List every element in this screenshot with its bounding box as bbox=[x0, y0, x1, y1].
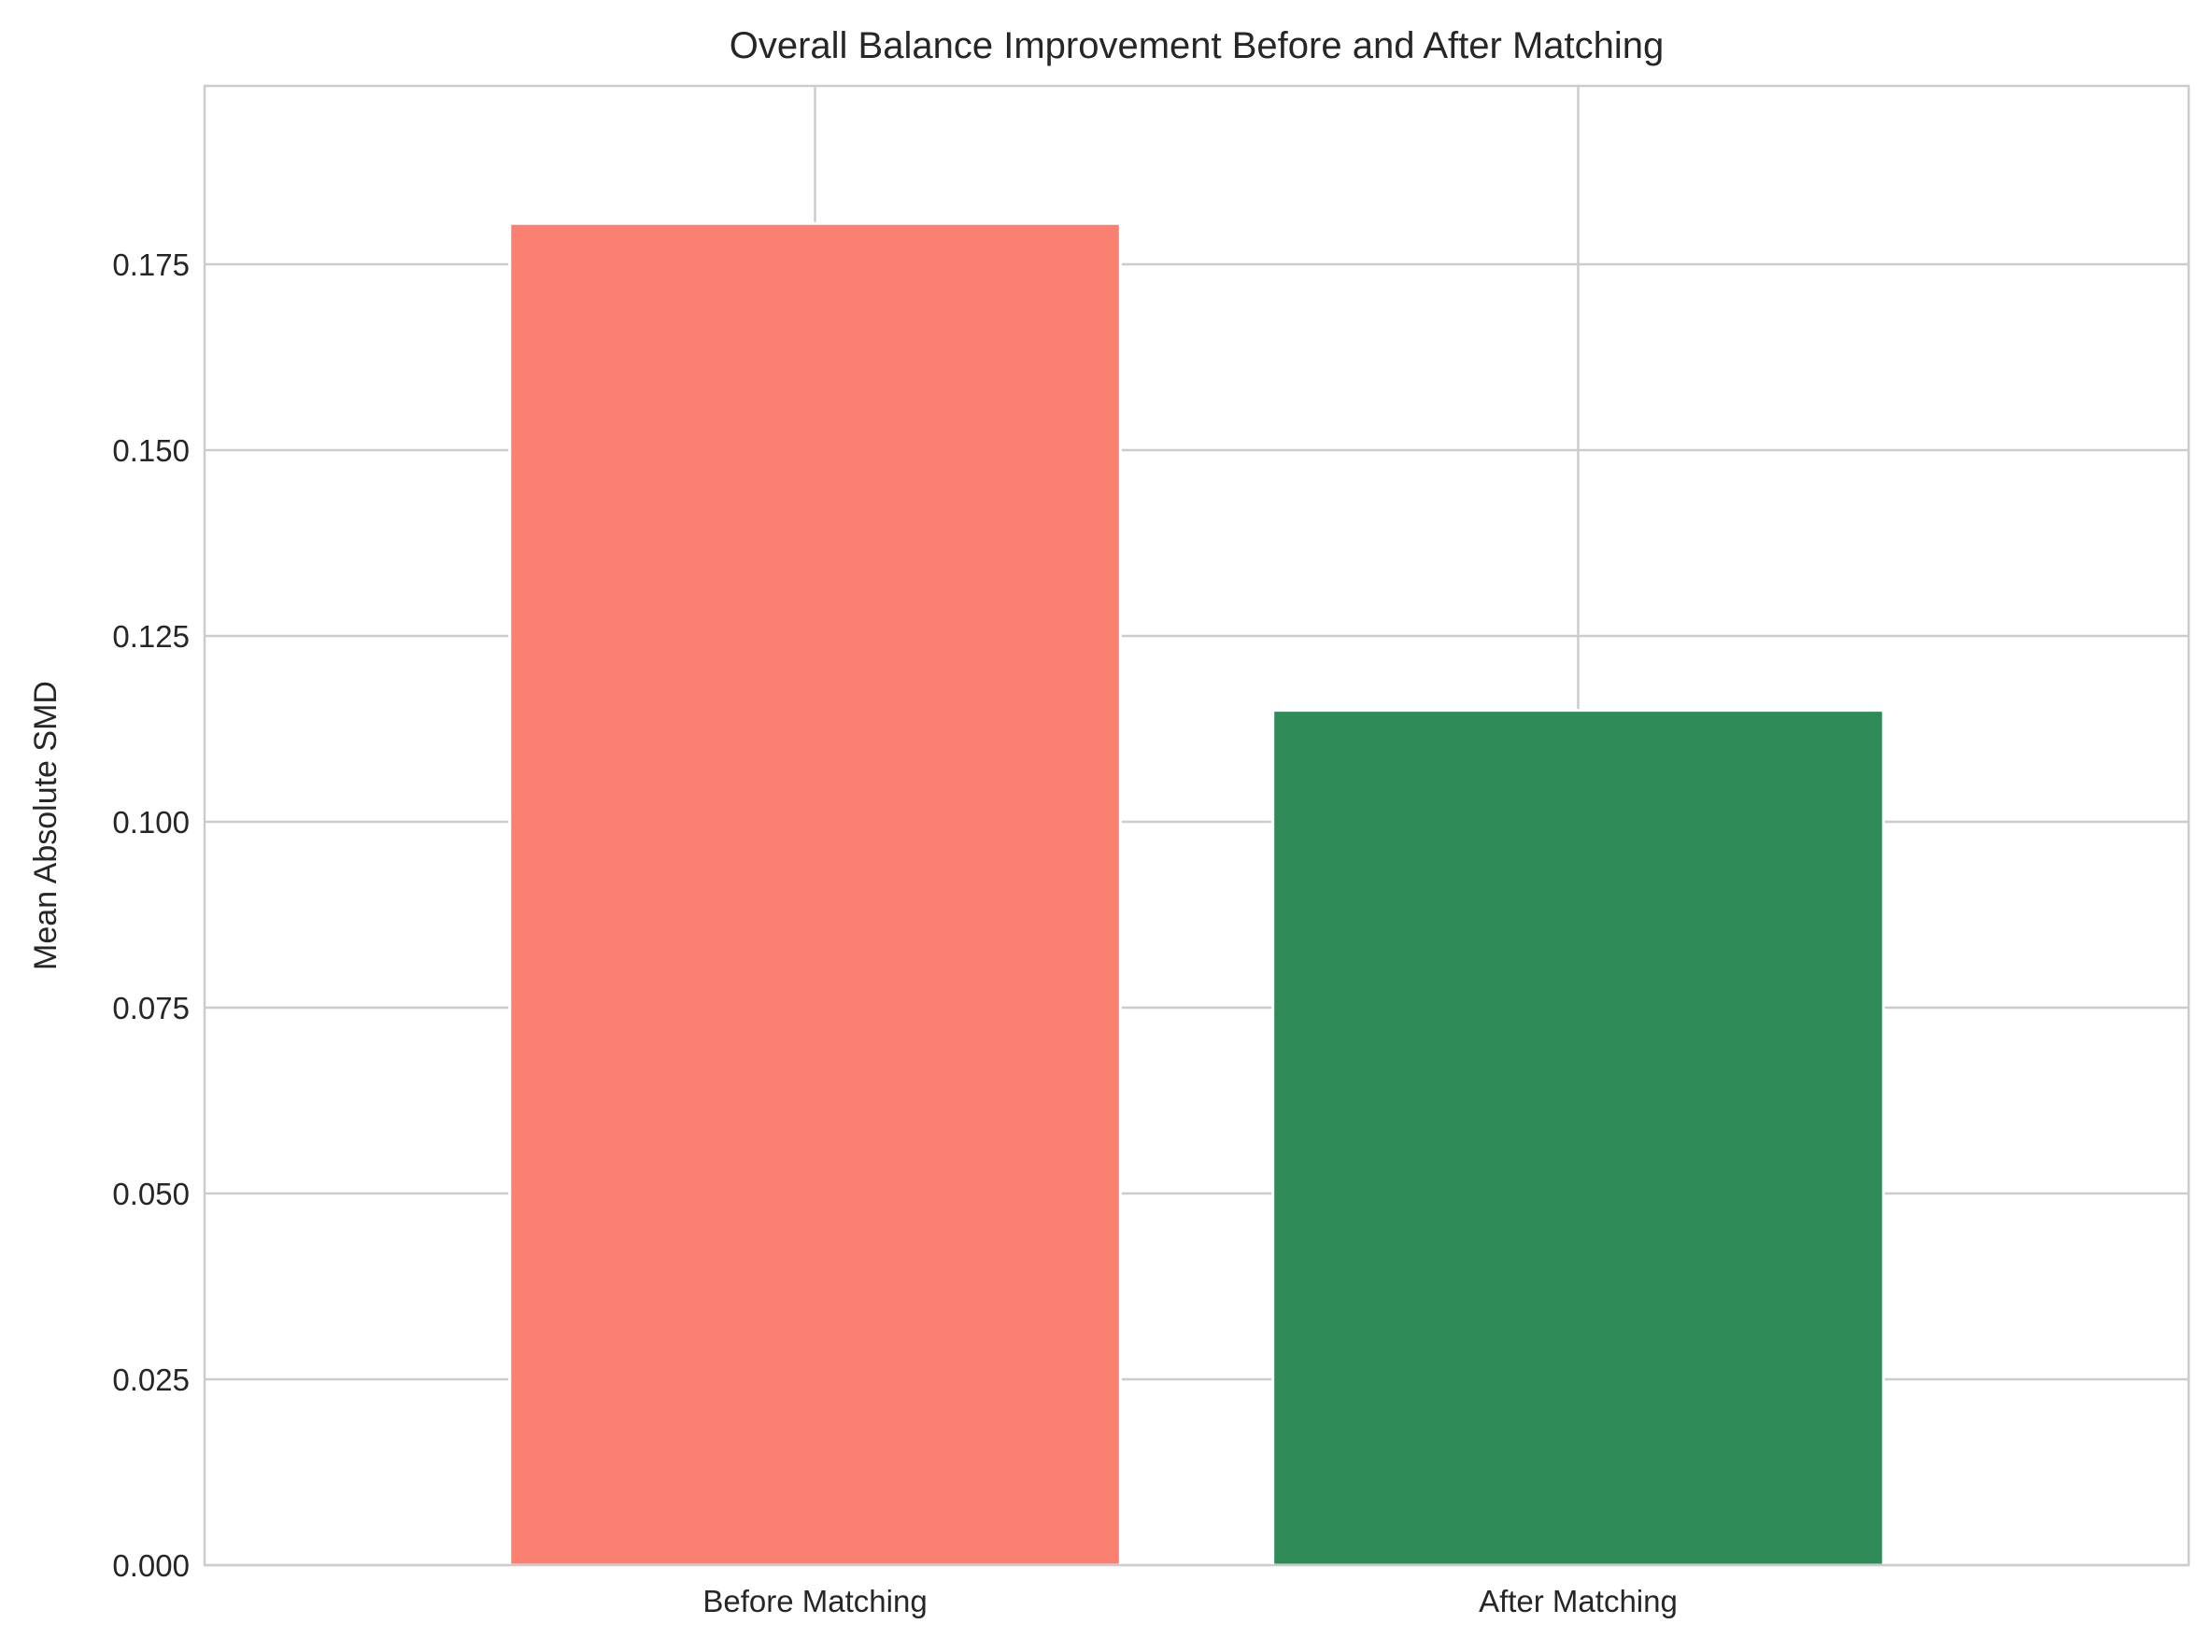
y-axis-label: Mean Absolute SMD bbox=[28, 681, 64, 970]
plot-frame bbox=[203, 84, 2191, 1567]
bar-before-matching bbox=[508, 221, 1122, 1567]
x-tick-label: Before Matching bbox=[702, 1584, 927, 1618]
y-axis-ticks: 0.000 0.025 0.050 0.075 0.100 0.125 0.150 0.175 bbox=[112, 247, 190, 1583]
y-tick-label: 0.075 bbox=[112, 991, 190, 1025]
y-tick-label: 0.050 bbox=[112, 1177, 190, 1211]
y-tick-label: 0.125 bbox=[112, 619, 190, 654]
y-tick-label: 0.150 bbox=[112, 433, 190, 468]
y-tick-label: 0.000 bbox=[112, 1548, 190, 1583]
x-tick-label: After Matching bbox=[1479, 1584, 1678, 1618]
chart-title: Overall Balance Improvement Before and A… bbox=[730, 25, 1665, 66]
bars bbox=[508, 221, 1885, 1567]
grid-lines bbox=[205, 86, 2189, 1567]
y-tick-label: 0.100 bbox=[112, 805, 190, 840]
x-axis-ticks: Before Matching After Matching bbox=[702, 1584, 1677, 1618]
bar-after-matching bbox=[1271, 709, 1885, 1567]
y-tick-label: 0.175 bbox=[112, 247, 190, 282]
y-tick-label: 0.025 bbox=[112, 1363, 190, 1397]
